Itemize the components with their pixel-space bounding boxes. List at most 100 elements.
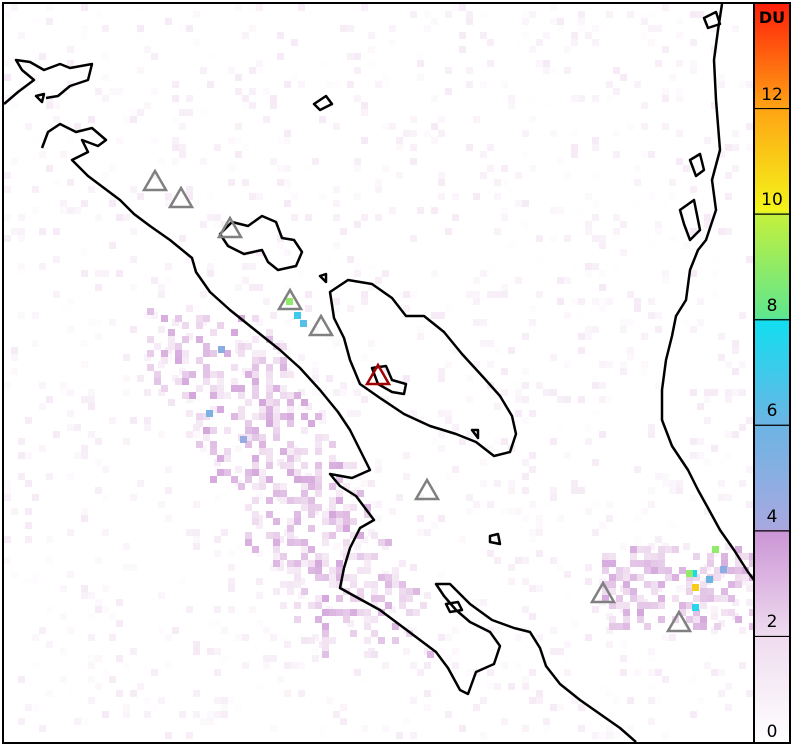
so2-pixel xyxy=(609,553,616,560)
so2-pixel xyxy=(529,466,536,473)
so2-pixel xyxy=(630,588,637,595)
colorbar-tick-label: 4 xyxy=(766,506,778,527)
so2-pixel xyxy=(399,560,406,567)
so2-pixel xyxy=(718,690,725,697)
so2-pixel xyxy=(424,662,431,669)
so2-pixel xyxy=(32,74,39,81)
so2-pixel xyxy=(410,732,417,739)
so2-pixel xyxy=(473,291,480,298)
so2-pixel xyxy=(368,347,375,354)
so2-pixel xyxy=(11,4,18,11)
so2-pixel xyxy=(259,476,266,483)
so2-pixel xyxy=(371,581,378,588)
so2-pixel xyxy=(88,396,95,403)
so2-pixel xyxy=(343,462,350,469)
so2-pixel xyxy=(564,46,571,53)
so2-pixel xyxy=(32,704,39,711)
so2-pixel xyxy=(298,662,305,669)
so2-pixel xyxy=(739,578,746,585)
so2-pixel xyxy=(74,207,81,214)
so2-pixel xyxy=(459,32,466,39)
so2-pixel xyxy=(252,392,259,399)
so2-pixel xyxy=(683,242,690,249)
so2-pixel xyxy=(294,560,301,567)
so2-pixel xyxy=(711,613,718,620)
so2-pixel xyxy=(522,32,529,39)
so2-pixel xyxy=(543,718,550,725)
so2-pixel xyxy=(704,137,711,144)
so2-pixel xyxy=(217,406,224,413)
so2-pixel xyxy=(515,200,522,207)
so2-pixel xyxy=(221,627,228,634)
so2-pixel xyxy=(375,186,382,193)
so2-pixel xyxy=(266,420,273,427)
so2-pixel xyxy=(368,207,375,214)
so2-pixel xyxy=(550,704,557,711)
so2-pixel xyxy=(410,11,417,18)
so2-pixel xyxy=(536,291,543,298)
so2-pixel xyxy=(88,116,95,123)
so2-pixel xyxy=(287,560,294,567)
so2-pixel xyxy=(95,606,102,613)
so2-pixel xyxy=(361,4,368,11)
so2-pixel xyxy=(382,543,389,550)
so2-pixel xyxy=(315,434,322,441)
so2-pixel xyxy=(287,399,294,406)
so2-pixel xyxy=(189,392,196,399)
so2-pixel xyxy=(186,95,193,102)
so2-pixel xyxy=(193,536,200,543)
so2-pixel xyxy=(592,396,599,403)
so2-pixel xyxy=(259,469,266,476)
so2-pixel xyxy=(291,214,298,221)
so2-pixel xyxy=(340,200,347,207)
so2-pixel xyxy=(25,123,32,130)
so2-pixel xyxy=(452,648,459,655)
so2-pixel xyxy=(480,81,487,88)
so2-pixel xyxy=(200,109,207,116)
so2-pixel xyxy=(175,343,182,350)
so2-pixel xyxy=(235,137,242,144)
so2-pixel xyxy=(88,613,95,620)
so2-pixel xyxy=(312,158,319,165)
so2-pixel xyxy=(368,480,375,487)
so2-pixel xyxy=(266,532,273,539)
so2-pixel xyxy=(67,529,74,536)
so2-pixel xyxy=(623,602,630,609)
so2-pixel xyxy=(445,88,452,95)
so2-pixel xyxy=(644,546,651,553)
so2-pixel xyxy=(644,602,651,609)
so2-pixel xyxy=(644,581,651,588)
so2-pixel xyxy=(11,571,18,578)
so2-pixel xyxy=(494,291,501,298)
so2-pixel xyxy=(637,595,644,602)
so2-pixel xyxy=(420,602,427,609)
highlighted-volcano-marker xyxy=(364,362,392,386)
so2-pixel xyxy=(602,560,609,567)
so2-pixel xyxy=(102,53,109,60)
so2-pixel xyxy=(214,536,221,543)
so2-pixel xyxy=(116,270,123,277)
so2-pixel xyxy=(217,322,224,329)
so2-pixel xyxy=(515,396,522,403)
so2-pixel xyxy=(214,144,221,151)
so2-pixel xyxy=(308,560,315,567)
so2-pixel xyxy=(298,354,305,361)
so2-pixel xyxy=(686,588,693,595)
so2-pixel xyxy=(529,529,536,536)
so2-pixel xyxy=(242,263,249,270)
so2-pixel xyxy=(158,284,165,291)
so2-pixel xyxy=(728,567,735,574)
so2-pixel xyxy=(130,564,137,571)
so2-pixel xyxy=(658,567,665,574)
so2-pixel xyxy=(193,11,200,18)
so2-pixel xyxy=(648,487,655,494)
so2-pixel xyxy=(32,494,39,501)
so2-pixel xyxy=(123,543,130,550)
so2-pixel xyxy=(322,539,329,546)
so2-pixel xyxy=(193,396,200,403)
so2-pixel xyxy=(273,427,280,434)
so2-pixel xyxy=(252,483,259,490)
so2-pixel xyxy=(312,508,319,515)
so2-pixel xyxy=(543,32,550,39)
so2-pixel xyxy=(172,81,179,88)
